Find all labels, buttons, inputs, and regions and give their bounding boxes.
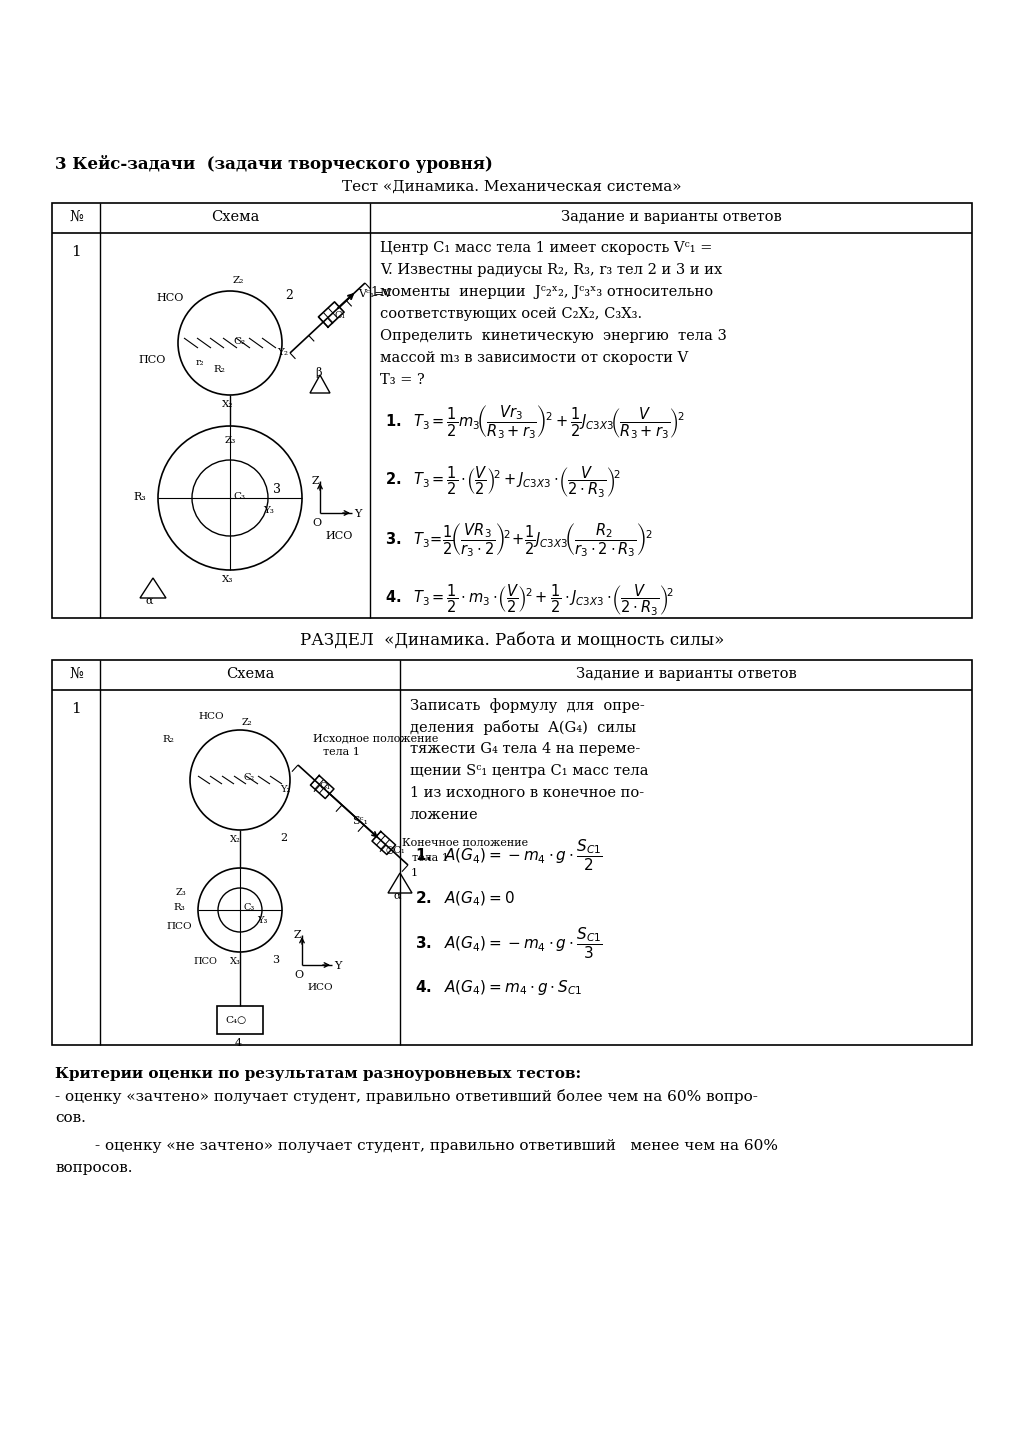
Text: тела 1: тела 1: [323, 748, 359, 756]
Text: ИСО: ИСО: [325, 530, 352, 540]
Text: ○C₁: ○C₁: [386, 846, 406, 855]
Text: Y₃: Y₃: [257, 916, 267, 924]
Text: 4: 4: [234, 1037, 242, 1048]
Text: T₃ = ?: T₃ = ?: [380, 372, 425, 387]
Text: Задание и варианты ответов: Задание и варианты ответов: [575, 667, 797, 681]
Text: $\mathbf{2.}\ \ T_3=\dfrac{1}{2}\cdot\!\left(\dfrac{V}{2}\right)^{\!2}+J_{C3X3}\: $\mathbf{2.}\ \ T_3=\dfrac{1}{2}\cdot\!\…: [385, 465, 622, 500]
Text: Тест «Динамика. Механическая система»: Тест «Динамика. Механическая система»: [342, 180, 682, 194]
Text: Y₂: Y₂: [278, 348, 288, 356]
Text: 3: 3: [272, 955, 280, 965]
Text: Задание и варианты ответов: Задание и варианты ответов: [560, 210, 781, 225]
Text: моменты  инерции  Jᶜ₂ˣ₂, Jᶜ₃ˣ₃ относительно: моменты инерции Jᶜ₂ˣ₂, Jᶜ₃ˣ₃ относительн…: [380, 285, 713, 298]
Text: НСО: НСО: [156, 293, 183, 303]
Text: Z₃: Z₃: [225, 436, 237, 445]
Text: C₃: C₃: [243, 903, 254, 911]
Text: C₂: C₂: [243, 772, 254, 782]
Text: Z₂: Z₂: [242, 719, 253, 727]
Text: сов.: сов.: [55, 1111, 86, 1124]
Text: Исходное положение: Исходное положение: [313, 733, 438, 743]
Text: X₂: X₂: [222, 400, 233, 409]
Text: Схема: Схема: [226, 667, 274, 681]
Text: X₃: X₃: [222, 575, 233, 584]
Text: Конечное положение: Конечное положение: [401, 838, 528, 848]
Text: массой m₃ в зависимости от скорости V: массой m₃ в зависимости от скорости V: [380, 351, 688, 365]
Text: $\mathbf{4.}\ \ T_3=\dfrac{1}{2}\cdot m_3\cdot\!\left(\dfrac{V}{2}\right)^{\!2}+: $\mathbf{4.}\ \ T_3=\dfrac{1}{2}\cdot m_…: [385, 582, 674, 619]
Text: R₃: R₃: [173, 903, 184, 911]
Text: Критерии оценки по результатам разноуровневых тестов:: Критерии оценки по результатам разноуров…: [55, 1066, 582, 1081]
Text: щении Sᶜ₁ центра C₁ масс тела: щении Sᶜ₁ центра C₁ масс тела: [410, 764, 648, 778]
Text: $\mathbf{2.}\ \ A(G_4) = 0$: $\mathbf{2.}\ \ A(G_4) = 0$: [415, 890, 515, 909]
Text: $\mathbf{1.}\ \ A(G_4) = -m_4\cdot g\cdot\dfrac{S_{C1}}{2}$: $\mathbf{1.}\ \ A(G_4) = -m_4\cdot g\cdo…: [415, 838, 603, 874]
Text: 2: 2: [280, 833, 287, 843]
Text: 1 из исходного в конечное по-: 1 из исходного в конечное по-: [410, 785, 644, 800]
Text: X₃: X₃: [230, 956, 241, 966]
Text: C₁: C₁: [319, 782, 331, 791]
Text: РАЗДЕЛ  «Динамика. Работа и мощность силы»: РАЗДЕЛ «Динамика. Работа и мощность силы…: [300, 632, 724, 649]
Text: Y: Y: [334, 961, 341, 971]
Text: Z₂: Z₂: [233, 275, 245, 285]
Text: C₂: C₂: [233, 338, 245, 346]
Text: V. Известны радиусы R₂, R₃, r₃ тел 2 и 3 и их: V. Известны радиусы R₂, R₃, r₃ тел 2 и 3…: [380, 264, 722, 277]
Text: ПСО: ПСО: [138, 355, 165, 365]
Text: Z: Z: [294, 930, 302, 940]
Text: 3 Кейс-задачи  (задачи творческого уровня): 3 Кейс-задачи (задачи творческого уровня…: [55, 155, 493, 172]
Text: Определить  кинетическую  энергию  тела 3: Определить кинетическую энергию тела 3: [380, 329, 727, 343]
Text: №: №: [69, 210, 83, 225]
Text: $\mathbf{1.}\ \ T_3=\dfrac{1}{2}m_3\!\left(\dfrac{Vr_3}{R_3+r_3}\right)^{\!2}+\d: $\mathbf{1.}\ \ T_3=\dfrac{1}{2}m_3\!\le…: [385, 403, 685, 440]
Bar: [52, 659, 972, 1045]
Text: C₄○: C₄○: [225, 1016, 246, 1024]
Text: 2: 2: [285, 288, 293, 301]
Text: Центр C₁ масс тела 1 имеет скорость Vᶜ₁ =: Центр C₁ масс тела 1 имеет скорость Vᶜ₁ …: [380, 241, 713, 255]
Text: Z: Z: [312, 477, 319, 485]
Text: β: β: [315, 367, 322, 378]
Text: - оценку «не зачтено» получает студент, правильно ответивший   менее чем на 60%: - оценку «не зачтено» получает студент, …: [95, 1139, 778, 1153]
Text: C₃: C₃: [233, 493, 245, 501]
Text: 1: 1: [71, 245, 81, 259]
Text: ИСО: ИСО: [307, 982, 333, 993]
Bar: [52, 203, 972, 619]
Text: ПСО: ПСО: [166, 922, 191, 932]
Text: Y: Y: [354, 509, 361, 519]
Text: Y₃: Y₃: [263, 506, 273, 514]
Text: №: №: [69, 667, 83, 681]
Text: O: O: [312, 517, 322, 527]
Text: Sᶜ₁: Sᶜ₁: [352, 816, 369, 826]
Text: C₁: C₁: [334, 310, 345, 319]
Text: 1: 1: [71, 701, 81, 716]
Text: вопросов.: вопросов.: [55, 1161, 132, 1175]
Text: $\mathbf{3.}\ \ A(G_4) = -m_4\cdot g\cdot\dfrac{S_{C1}}{3}$: $\mathbf{3.}\ \ A(G_4) = -m_4\cdot g\cdo…: [415, 926, 603, 962]
Text: Схема: Схема: [211, 210, 259, 225]
Text: r₂: r₂: [196, 358, 205, 367]
Text: 3: 3: [273, 483, 281, 496]
Text: ПСО: ПСО: [193, 956, 217, 966]
Text: - оценку «зачтено» получает студент, правильно ответивший более чем на 60% вопро: - оценку «зачтено» получает студент, пра…: [55, 1090, 758, 1104]
Text: O: O: [294, 969, 303, 980]
Text: $\mathbf{4.}\ \ A(G_4) = m_4\cdot g\cdot S_{C1}$: $\mathbf{4.}\ \ A(G_4) = m_4\cdot g\cdot…: [415, 978, 583, 997]
Text: ложение: ложение: [410, 809, 478, 822]
Text: R₃: R₃: [133, 493, 145, 501]
Text: Z₃: Z₃: [176, 888, 186, 897]
Text: 1: 1: [411, 868, 418, 878]
Text: 1: 1: [370, 285, 378, 298]
Text: НСО: НСО: [198, 711, 223, 722]
Text: R₂: R₂: [213, 365, 225, 374]
Text: тела 1: тела 1: [412, 853, 449, 864]
Text: $\mathbf{3.}\ \ T_3\!=\!\dfrac{1}{2}\!\left(\dfrac{VR_3}{r_3\cdot 2}\right)^{\!2: $\mathbf{3.}\ \ T_3\!=\!\dfrac{1}{2}\!\l…: [385, 522, 652, 559]
Text: Записать  формулу  для  опре-: Записать формулу для опре-: [410, 698, 645, 713]
Text: X₂: X₂: [230, 835, 241, 843]
Text: R₂: R₂: [162, 735, 174, 743]
Text: α: α: [394, 891, 401, 901]
Bar: [217, 1006, 263, 1035]
Text: Vᶜ₁=V: Vᶜ₁=V: [358, 288, 392, 298]
Text: Y₂: Y₂: [280, 785, 290, 794]
Text: соответствующих осей C₂X₂, C₃X₃.: соответствующих осей C₂X₂, C₃X₃.: [380, 307, 642, 322]
Text: деления  работы  A(G₄)  силы: деления работы A(G₄) силы: [410, 720, 636, 735]
Text: тяжести G₄ тела 4 на переме-: тяжести G₄ тела 4 на переме-: [410, 742, 640, 756]
Text: α: α: [146, 596, 154, 606]
